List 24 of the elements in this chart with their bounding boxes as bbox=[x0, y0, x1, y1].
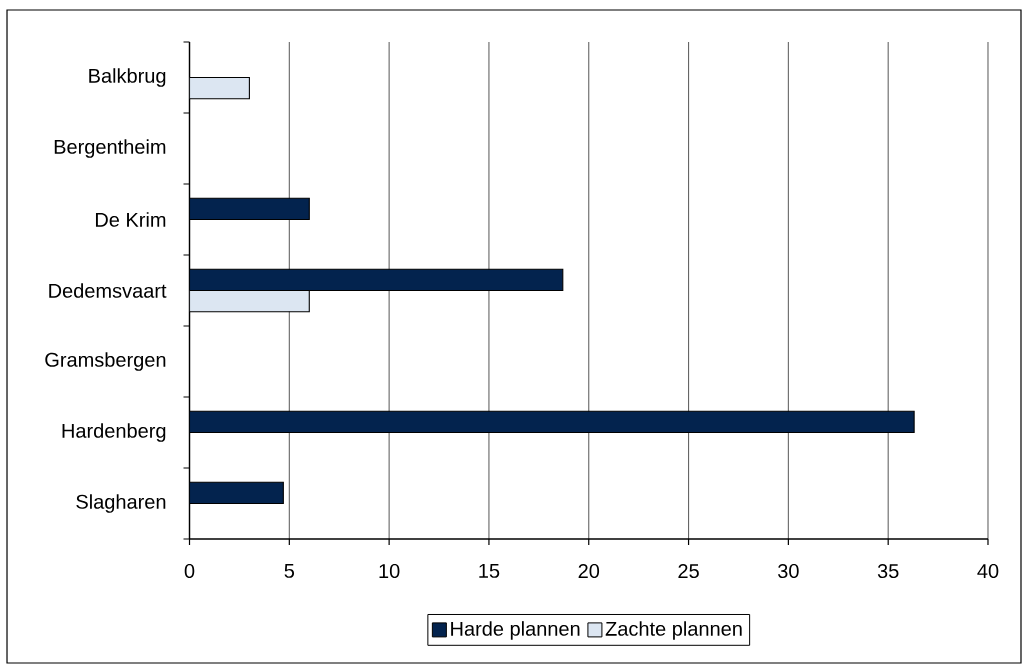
y-tick-label: Dedemsvaart bbox=[49, 283, 167, 298]
legend-label: Zachte plannen bbox=[605, 621, 742, 640]
x-tick-label: 0 bbox=[184, 563, 195, 579]
bar bbox=[189, 197, 310, 221]
legend-label: Harde plannen bbox=[451, 621, 580, 640]
bar bbox=[189, 410, 915, 434]
x-tick-label: 10 bbox=[379, 563, 400, 579]
x-tick-label: 40 bbox=[977, 563, 999, 579]
x-tick-label: 15 bbox=[479, 563, 500, 578]
x-tick-label: 5 bbox=[284, 563, 295, 578]
x-tick-label: 20 bbox=[578, 563, 600, 579]
y-tick-label: Slagharen bbox=[76, 494, 166, 513]
y-tick-label: Hardenberg bbox=[62, 423, 166, 442]
bar bbox=[189, 289, 310, 313]
y-tick-label: Bergentheim bbox=[54, 139, 166, 158]
x-tick-label: 30 bbox=[778, 563, 799, 579]
bar bbox=[189, 76, 250, 100]
x-tick-label: 35 bbox=[877, 563, 899, 579]
bar bbox=[189, 268, 564, 292]
y-tick-label: Gramsbergen bbox=[45, 352, 166, 371]
y-tick-label: Balkbrug bbox=[89, 68, 166, 87]
bar bbox=[189, 481, 284, 505]
x-tick-label: 25 bbox=[678, 563, 699, 579]
y-tick-label: De Krim bbox=[95, 212, 166, 227]
